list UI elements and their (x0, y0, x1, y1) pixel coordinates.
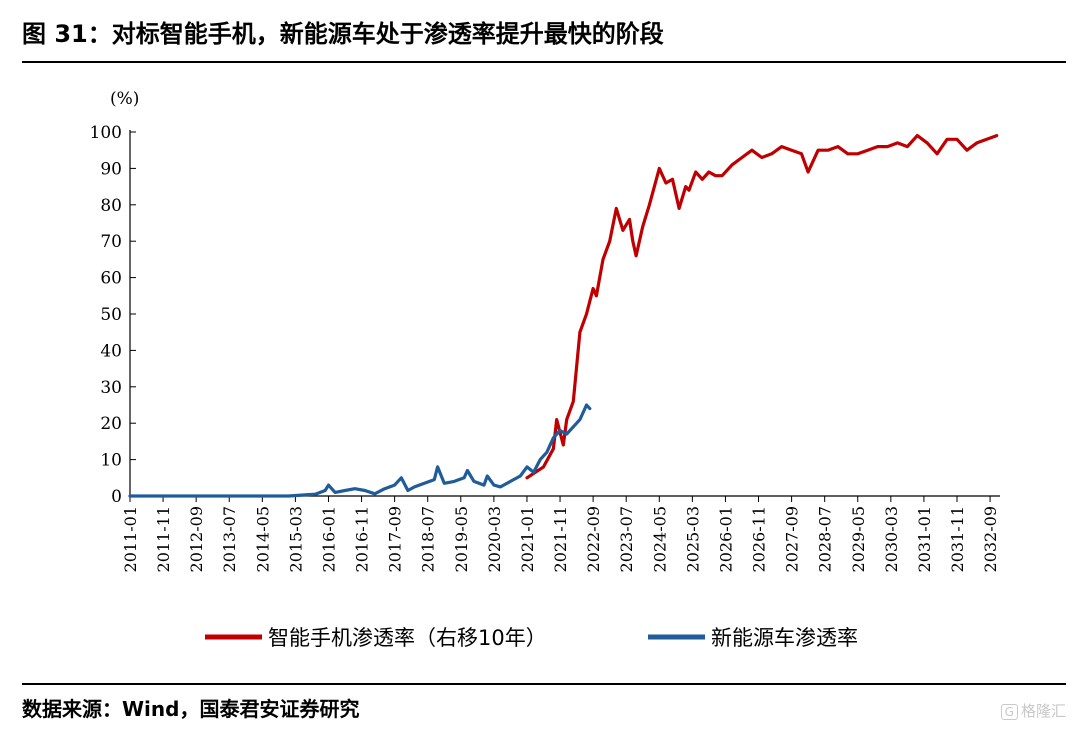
legend-label-0: 智能手机渗透率（右移10年） (268, 626, 547, 650)
x-tick-label: 2016-01 (319, 506, 338, 572)
x-tick-label: 2025-03 (683, 506, 702, 572)
y-axis: 0 10 20 30 40 50 60 70 80 90 100 (90, 123, 136, 507)
y-tick-label: 60 (100, 269, 122, 289)
x-tick-label: 2021-01 (518, 506, 537, 572)
source-divider (22, 683, 1066, 685)
y-tick-label: 80 (100, 196, 122, 216)
x-tick-label: 2012-09 (187, 506, 206, 572)
figure-title: 图 31：对标智能手机，新能源车处于渗透率提升最快的阶段 (22, 20, 664, 48)
x-tick-label: 2021-11 (551, 506, 570, 572)
x-tick-label: 2024-05 (650, 506, 669, 572)
x-tick-label: 2029-05 (849, 506, 868, 572)
x-tick-label: 2022-09 (584, 506, 603, 572)
watermark-logo-icon: G (1000, 704, 1018, 720)
x-tick-label: 2017-09 (386, 506, 405, 572)
y-tick-label: 20 (100, 414, 122, 434)
x-axis: 2011-01 2011-11 2012-09 2013-07 2014-05 2015-… (121, 495, 1000, 572)
x-tick-label: 2031-01 (915, 506, 934, 572)
y-tick-label: 50 (100, 305, 122, 325)
x-tick-label: 2030-03 (882, 506, 901, 572)
watermark: G 格隆汇 (1000, 700, 1066, 721)
source-note: 数据来源：Wind，国泰君安证券研究 (22, 697, 360, 721)
y-unit-label: (%) (110, 89, 139, 109)
x-tick-label: 2027-09 (783, 506, 802, 572)
x-tick-label: 2019-05 (452, 506, 471, 572)
x-tick-label: 2026-11 (750, 506, 769, 572)
series-line-1 (128, 403, 592, 498)
x-tick-label: 2011-01 (121, 506, 140, 572)
x-tick-label: 2011-11 (154, 506, 173, 572)
x-tick-label: 2023-07 (617, 506, 636, 572)
y-tick-label: 100 (90, 123, 122, 143)
x-tick-label: 2014-05 (253, 506, 272, 572)
x-tick-label: 2016-11 (353, 506, 372, 572)
x-tick-label: 2013-07 (220, 506, 239, 572)
y-tick-label: 40 (100, 341, 122, 361)
x-tick-label: 2028-07 (816, 506, 835, 572)
y-tick-label: 10 (100, 451, 122, 471)
title-divider (22, 61, 1066, 63)
x-tick-label: 2020-03 (485, 506, 504, 572)
series-line-0 (525, 134, 999, 480)
y-tick-label: 90 (100, 159, 122, 179)
y-tick-label: 30 (100, 378, 122, 398)
x-tick-label: 2018-07 (419, 506, 438, 572)
series-layer (128, 134, 999, 498)
x-tick-label: 2026-01 (716, 506, 735, 572)
legend-label-1: 新能源车渗透率 (711, 626, 858, 650)
x-tick-label: 2015-03 (286, 506, 305, 572)
x-tick-label: 2031-11 (948, 506, 967, 572)
line-chart: (%) 0 10 20 30 40 50 60 70 80 90 100 2011-01 2011-1… (90, 89, 1001, 650)
y-tick-label: 70 (100, 232, 122, 252)
y-tick-label: 0 (111, 487, 122, 507)
legend: 智能手机渗透率（右移10年） 新能源车渗透率 (205, 626, 858, 650)
x-tick-label: 2032-09 (981, 506, 1000, 572)
watermark-text: 格隆汇 (1020, 702, 1066, 720)
